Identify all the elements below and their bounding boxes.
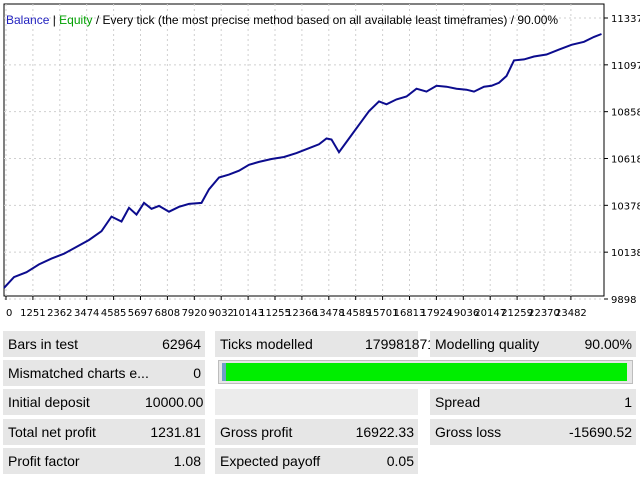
modelling-quality-bar bbox=[218, 360, 633, 384]
profit-factor-label: Profit factor bbox=[3, 448, 145, 474]
x-tick-label: 5697 bbox=[128, 308, 153, 319]
x-tick-label: 20147 bbox=[474, 308, 506, 319]
legend-method: Every tick (the most precise method base… bbox=[102, 13, 508, 27]
y-tick-label: 11337 bbox=[611, 14, 640, 25]
deposit-label: Initial deposit bbox=[3, 389, 145, 415]
x-tick-label: 4585 bbox=[101, 308, 126, 319]
x-tick-label: 14589 bbox=[340, 308, 372, 319]
gross-profit-label: Gross profit bbox=[215, 419, 355, 445]
modelling-quality-label: Modelling quality bbox=[430, 331, 570, 357]
gross-loss-value: -15690.52 bbox=[550, 419, 636, 445]
report-table: Bars in test 62964 Ticks modelled 179981… bbox=[0, 329, 640, 480]
mismatched-label: Mismatched charts e... bbox=[3, 360, 153, 386]
balance-chart: 11337 11097 10858 10618 10378 10138 9898 0 1251… bbox=[3, 3, 640, 319]
x-tick-label: 0 bbox=[6, 308, 12, 319]
y-tick-label: 10378 bbox=[611, 201, 640, 212]
x-tick-label: 13478 bbox=[313, 308, 345, 319]
report-row: Mismatched charts e... 0 bbox=[0, 358, 640, 386]
y-tick-label: 11097 bbox=[611, 61, 640, 72]
y-tick-label: 10138 bbox=[611, 248, 640, 259]
balance-series-line bbox=[3, 33, 602, 289]
x-tick-label: 7920 bbox=[182, 308, 207, 319]
report-row: Profit factor 1.08 Expected payoff 0.05 bbox=[0, 446, 640, 474]
modelling-quality-fill bbox=[222, 363, 627, 381]
modelling-quality-start-marker bbox=[222, 363, 226, 381]
x-tick-label: 22370 bbox=[528, 308, 560, 319]
chart-canvas: 11337 11097 10858 10618 10378 10138 9898 0 1251… bbox=[3, 3, 640, 319]
y-tick-label: 9898 bbox=[611, 295, 636, 306]
profit-factor-value: 1.08 bbox=[145, 448, 205, 474]
x-tick-label: 9032 bbox=[208, 308, 233, 319]
x-tick-label: 16813 bbox=[394, 308, 426, 319]
expected-payoff-value: 0.05 bbox=[355, 448, 418, 474]
mismatched-value: 0 bbox=[153, 360, 205, 386]
gross-loss-label: Gross loss bbox=[430, 419, 550, 445]
x-tick-label: 21259 bbox=[501, 308, 533, 319]
x-tick-label: 11255 bbox=[259, 308, 291, 319]
ticks-value: 179981871 bbox=[365, 331, 435, 357]
expected-payoff-label: Expected payoff bbox=[215, 448, 355, 474]
x-tick-label: 15701 bbox=[367, 308, 399, 319]
chart-legend: Balance | Equity / Every tick (the most … bbox=[6, 13, 558, 27]
bars-label: Bars in test bbox=[3, 331, 145, 357]
report-row: Total net profit 1231.81 Gross profit 16… bbox=[0, 417, 640, 445]
x-tick-label: 10143 bbox=[232, 308, 264, 319]
x-tick-label: 3474 bbox=[74, 308, 99, 319]
gross-profit-value: 16922.33 bbox=[355, 419, 418, 445]
report-row: Bars in test 62964 Ticks modelled 179981… bbox=[0, 329, 640, 357]
deposit-value: 10000.00 bbox=[145, 389, 205, 415]
report-row: Initial deposit 10000.00 Spread 1 bbox=[0, 387, 640, 415]
x-tick-label: 17924 bbox=[420, 308, 452, 319]
empty-cell bbox=[215, 389, 418, 415]
net-profit-value: 1231.81 bbox=[145, 419, 205, 445]
legend-separator: / bbox=[92, 13, 103, 27]
x-tick-label: 6808 bbox=[155, 308, 180, 319]
x-tick-label: 23482 bbox=[555, 308, 587, 319]
x-tick-label: 19036 bbox=[447, 308, 479, 319]
x-tick-label: 12366 bbox=[286, 308, 318, 319]
net-profit-label: Total net profit bbox=[3, 419, 145, 445]
legend-quality: 90.00% bbox=[517, 13, 559, 27]
legend-separator: / bbox=[507, 13, 518, 27]
legend-equity: Equity bbox=[59, 13, 93, 27]
spread-label: Spread bbox=[430, 389, 570, 415]
spread-value: 1 bbox=[570, 389, 636, 415]
bars-value: 62964 bbox=[145, 331, 205, 357]
legend-separator: | bbox=[49, 13, 60, 27]
y-tick-label: 10858 bbox=[611, 108, 640, 119]
legend-balance: Balance bbox=[6, 13, 50, 27]
modelling-quality-value: 90.00% bbox=[570, 331, 636, 357]
y-tick-label: 10618 bbox=[611, 155, 640, 166]
x-tick-label: 1251 bbox=[20, 308, 45, 319]
x-tick-label: 2362 bbox=[47, 308, 72, 319]
ticks-label: Ticks modelled bbox=[215, 331, 365, 357]
